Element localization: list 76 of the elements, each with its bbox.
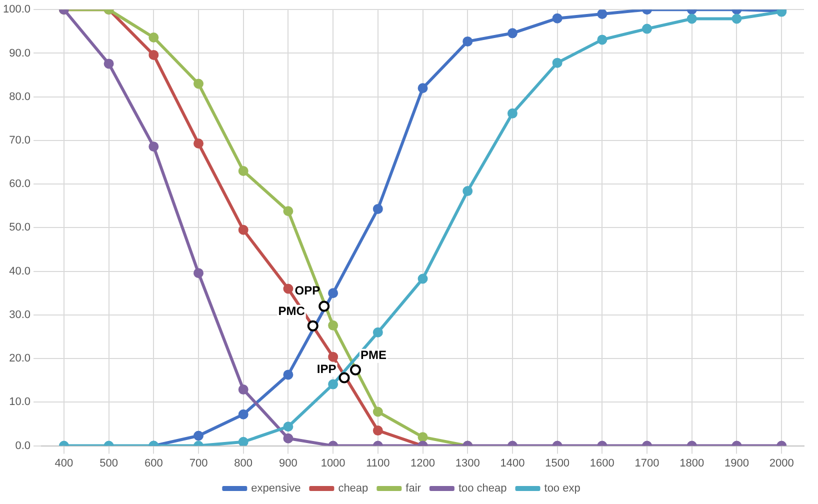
y-tick-label: 40.0: [9, 265, 31, 278]
x-tick-label: 2000: [769, 457, 794, 470]
point: [732, 14, 742, 24]
point: [462, 186, 473, 196]
point: [148, 142, 159, 152]
x-tick-label: 700: [189, 457, 208, 470]
y-tick-label: 30.0: [9, 308, 31, 321]
point: [238, 436, 248, 446]
y-tick-label: 90.0: [9, 47, 31, 60]
point: [418, 274, 428, 284]
x-tick-label: 500: [100, 457, 118, 470]
legend-label: expensive: [251, 482, 301, 495]
y-tick-label: 20.0: [9, 352, 31, 365]
point: [328, 288, 338, 298]
annotation: PME: [360, 348, 386, 362]
point: [642, 24, 652, 34]
point: [283, 284, 294, 294]
legend-label: cheap: [338, 482, 368, 495]
legend-label: too cheap: [458, 482, 507, 495]
x-tick-label: 1700: [634, 457, 660, 470]
x-tick-label: 1000: [320, 457, 346, 470]
legend-label: fair: [406, 482, 422, 495]
x-tick-label: 1800: [680, 457, 704, 470]
y-tick-label: 0.0: [15, 440, 31, 452]
point: [328, 320, 338, 330]
point: [462, 36, 473, 46]
point: [507, 108, 518, 118]
annotation: IPP: [316, 362, 336, 376]
point: [372, 426, 383, 436]
x-tick-label: 1900: [724, 457, 749, 470]
point: [283, 433, 294, 444]
point: [283, 370, 294, 380]
x-tick-label: 1100: [366, 457, 390, 470]
point: [283, 422, 294, 432]
x-tick-label: 1300: [455, 457, 480, 470]
point: [238, 224, 248, 235]
point: [328, 379, 338, 390]
point: [194, 138, 204, 149]
point: [328, 352, 338, 362]
x-tick-label: 800: [234, 457, 253, 470]
y-tick-label: 70.0: [9, 134, 31, 146]
y-tick-label: 80.0: [9, 90, 31, 103]
y-tick-label: 10.0: [9, 396, 31, 408]
point: [686, 14, 697, 24]
y-tick-label: 100.0: [2, 4, 31, 16]
point: [418, 432, 428, 442]
x-tick-label: 900: [279, 457, 298, 470]
point: [372, 406, 383, 417]
point: [372, 204, 383, 214]
point: [194, 78, 204, 89]
point: [148, 32, 159, 43]
point: [597, 34, 608, 45]
point: [238, 166, 248, 176]
x-tick-label: 600: [144, 457, 163, 470]
x-tick-label: 1500: [545, 457, 570, 470]
x-tick-label: 1400: [500, 457, 525, 470]
point: [372, 327, 383, 338]
point: [552, 13, 562, 24]
point: [418, 83, 428, 94]
point: [283, 206, 294, 216]
point: [194, 430, 204, 441]
point: [148, 50, 159, 60]
legend-label: too exp: [544, 482, 580, 495]
point: [238, 409, 248, 420]
point: [597, 10, 608, 19]
x-tick-label: 1200: [410, 457, 436, 470]
annotation: PMC: [278, 304, 306, 318]
point: [238, 384, 248, 395]
y-tick-label: 60.0: [9, 178, 31, 190]
point: [194, 268, 204, 278]
point: [552, 58, 562, 68]
y-tick-label: 50.0: [9, 222, 31, 234]
x-tick-label: 400: [54, 457, 74, 470]
point: [507, 28, 518, 38]
x-tick-label: 1600: [590, 457, 614, 470]
point: [104, 58, 114, 69]
